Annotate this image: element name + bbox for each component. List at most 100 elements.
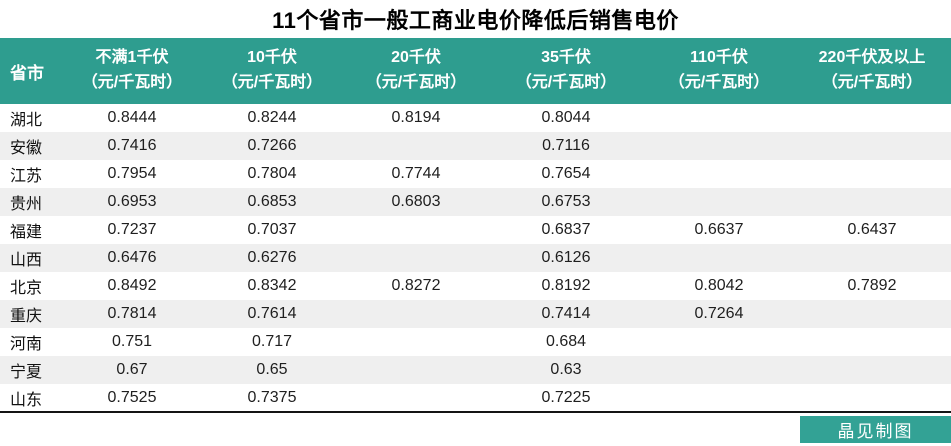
- table-row: 山西 0.6476 0.6276 0.6126: [0, 244, 951, 272]
- price-cell: [345, 300, 487, 328]
- price-cell: [345, 356, 487, 384]
- province-cell: 贵州: [10, 196, 43, 213]
- table-row: 福建 0.7237 0.7037 0.6837 0.6637 0.6437: [0, 216, 951, 244]
- province-cell: 福建: [10, 224, 43, 241]
- price-cell: 0.717: [251, 333, 293, 350]
- column-header-220kv-plus: 220千伏及以上 （元/千瓦时）: [793, 38, 951, 104]
- price-cell: [793, 132, 951, 160]
- column-label: 10千伏: [247, 49, 297, 67]
- price-cell: 0.7804: [247, 165, 297, 182]
- price-cell: [793, 384, 951, 412]
- column-unit: （元/千瓦时）: [365, 74, 467, 91]
- column-label: 220千伏及以上: [818, 49, 926, 67]
- table-row: 山东 0.7525 0.7375 0.7225: [0, 384, 951, 412]
- price-cell: 0.65: [256, 361, 288, 378]
- price-cell: 0.6953: [107, 193, 157, 210]
- table-row: 北京 0.8492 0.8342 0.8272 0.8192 0.8042 0.…: [0, 272, 951, 300]
- column-unit: （元/千瓦时）: [81, 74, 183, 91]
- price-cell: [793, 328, 951, 356]
- price-cell: 0.6637: [694, 221, 744, 238]
- price-cell: 0.7654: [541, 165, 591, 182]
- table-row: 重庆 0.7814 0.7614 0.7414 0.7264: [0, 300, 951, 328]
- price-cell: [645, 160, 793, 188]
- price-cell: [645, 188, 793, 216]
- price-cell: [345, 132, 487, 160]
- table-row: 湖北 0.8444 0.8244 0.8194 0.8044: [0, 104, 951, 132]
- page-title: 11个省市一般工商业电价降低后销售电价: [272, 8, 679, 33]
- price-cell: 0.67: [116, 361, 148, 378]
- province-cell: 重庆: [10, 308, 43, 325]
- price-cell: 0.8444: [107, 109, 157, 126]
- price-cell: [345, 244, 487, 272]
- price-cell: [645, 356, 793, 384]
- price-cell: 0.8272: [391, 277, 441, 294]
- price-cell: [345, 216, 487, 244]
- price-cell: 0.7237: [107, 221, 157, 238]
- column-header-20kv: 20千伏 （元/千瓦时）: [345, 38, 487, 104]
- column-unit: （元/千瓦时）: [221, 74, 323, 91]
- table-header: 省市 不满1千伏 （元/千瓦时） 10千伏 （元/千瓦时） 20千伏 （元/千瓦…: [0, 38, 951, 104]
- price-cell: [793, 104, 951, 132]
- price-cell: 0.8244: [247, 109, 297, 126]
- price-cell: 0.7375: [247, 388, 297, 406]
- price-cell: [645, 328, 793, 356]
- price-cell: 0.7892: [847, 277, 897, 294]
- price-cell: 0.6276: [247, 249, 297, 266]
- price-cell: [793, 188, 951, 216]
- price-cell: 0.7744: [391, 165, 441, 182]
- price-cell: 0.7225: [541, 388, 591, 406]
- price-cell: 0.8194: [391, 109, 441, 126]
- price-cell: 0.7037: [247, 221, 297, 238]
- price-cell: 0.7416: [107, 137, 157, 154]
- footer: 晶见制图: [0, 413, 951, 445]
- price-cell: [793, 356, 951, 384]
- price-cell: 0.684: [545, 333, 587, 350]
- price-cell: 0.7414: [541, 305, 591, 322]
- price-cell: [645, 104, 793, 132]
- price-cell: [345, 384, 487, 412]
- price-cell: 0.6803: [391, 193, 441, 210]
- price-cell: 0.6837: [541, 221, 591, 238]
- price-cell: 0.63: [550, 361, 582, 378]
- column-unit: （元/千瓦时）: [668, 74, 770, 91]
- column-label: 20千伏: [391, 49, 441, 67]
- column-header-lt1kv: 不满1千伏 （元/千瓦时）: [65, 38, 199, 104]
- province-cell: 河南: [10, 336, 43, 353]
- column-header-110kv: 110千伏 （元/千瓦时）: [645, 38, 793, 104]
- column-header-35kv: 35千伏 （元/千瓦时）: [487, 38, 645, 104]
- price-cell: 0.8044: [541, 109, 591, 126]
- price-cell: 0.6853: [247, 193, 297, 210]
- province-cell: 宁夏: [10, 364, 43, 381]
- table-body: 湖北 0.8444 0.8244 0.8194 0.8044 安徽 0.7416…: [0, 104, 951, 412]
- column-label: 35千伏: [541, 49, 591, 67]
- province-cell: 山东: [10, 391, 43, 409]
- price-cell: [345, 328, 487, 356]
- table-row: 贵州 0.6953 0.6853 0.6803 0.6753: [0, 188, 951, 216]
- price-cell: 0.7814: [107, 305, 157, 322]
- price-cell: 0.7266: [247, 137, 297, 154]
- province-cell: 湖北: [10, 112, 43, 129]
- price-cell: 0.7525: [107, 388, 157, 406]
- price-cell: 0.6437: [847, 221, 897, 238]
- price-cell: 0.8342: [247, 277, 297, 294]
- price-cell: [793, 300, 951, 328]
- price-cell: 0.7614: [247, 305, 297, 322]
- table-row: 安徽 0.7416 0.7266 0.7116: [0, 132, 951, 160]
- table-row: 江苏 0.7954 0.7804 0.7744 0.7654: [0, 160, 951, 188]
- column-header-province: 省市: [0, 38, 65, 104]
- table-row: 宁夏 0.67 0.65 0.63: [0, 356, 951, 384]
- credit-badge: 晶见制图: [800, 416, 951, 443]
- table-row: 河南 0.751 0.717 0.684: [0, 328, 951, 356]
- province-cell: 北京: [10, 280, 43, 297]
- price-cell: 0.8192: [541, 277, 591, 294]
- price-cell: 0.8042: [694, 277, 744, 294]
- province-cell: 山西: [10, 252, 43, 269]
- price-cell: 0.7954: [107, 165, 157, 182]
- price-cell: [645, 244, 793, 272]
- column-header-10kv: 10千伏 （元/千瓦时）: [199, 38, 345, 104]
- price-cell: 0.6476: [107, 249, 157, 266]
- price-cell: 0.7264: [694, 305, 744, 322]
- column-label: 110千伏: [690, 49, 748, 67]
- price-cell: [645, 384, 793, 412]
